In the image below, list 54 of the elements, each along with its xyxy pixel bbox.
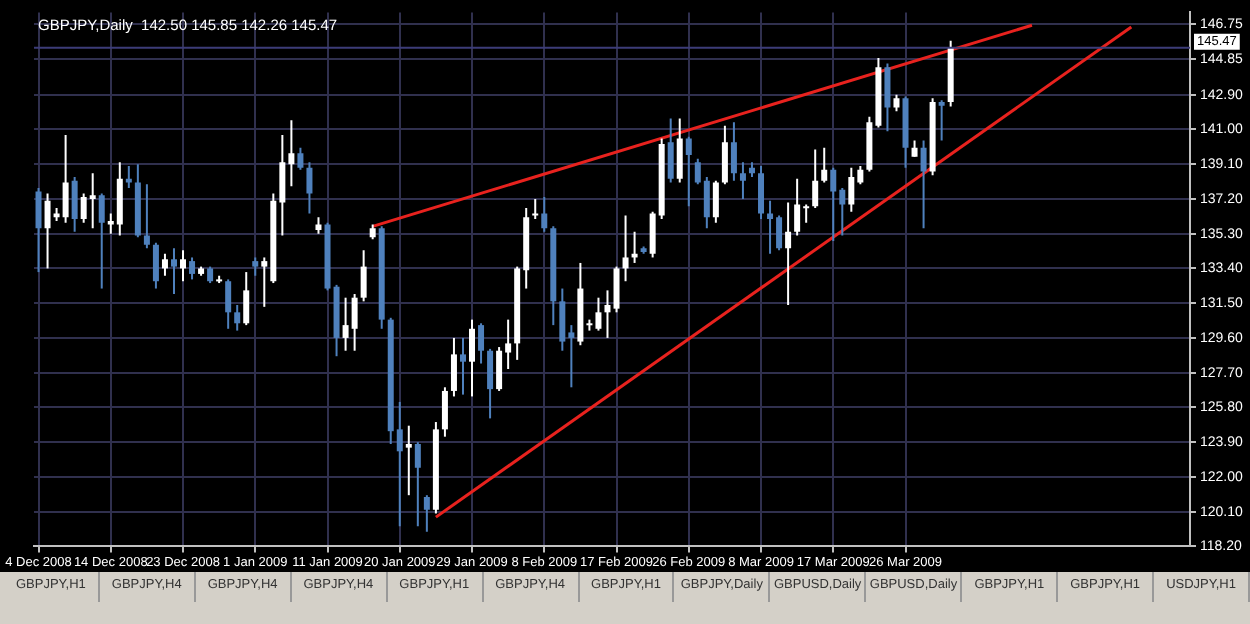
candlestick: [478, 322, 485, 365]
candlestick: [938, 99, 945, 142]
candlestick: [730, 121, 737, 182]
candlestick: [884, 62, 891, 133]
candlestick: [758, 165, 765, 221]
candlestick: [405, 424, 412, 497]
candlestick: [785, 201, 792, 306]
candlestick: [243, 271, 250, 327]
candlestick: [622, 214, 629, 283]
candlestick: [180, 249, 187, 283]
candlestick: [848, 166, 855, 213]
candlestick: [812, 148, 819, 210]
candlestick: [306, 161, 313, 215]
candlestick: [712, 179, 719, 224]
candlestick: [414, 441, 421, 528]
candlestick: [225, 278, 232, 330]
candlestick: [496, 346, 503, 392]
candlestick: [360, 249, 367, 303]
candlestick: [469, 318, 476, 398]
candlestick: [541, 196, 548, 233]
candlestick: [676, 117, 683, 184]
candlestick: [739, 161, 746, 200]
candlestick: [423, 494, 430, 533]
candlestick: [559, 287, 566, 352]
candlestick: [450, 336, 457, 398]
candlestick: [487, 347, 494, 420]
candlestick: [252, 256, 259, 277]
candlestick: [920, 139, 927, 230]
candlestick: [767, 199, 774, 255]
candlestick: [297, 146, 304, 171]
candlestick: [830, 166, 837, 242]
candlestick: [721, 124, 728, 186]
candlestick: [234, 304, 241, 332]
candlestick: [613, 265, 620, 314]
candlestick: [89, 172, 96, 230]
candlestick: [441, 386, 448, 438]
candlestick: [189, 256, 196, 281]
candlestick: [161, 252, 168, 277]
candlestick: [170, 247, 177, 296]
candlestick: [459, 336, 466, 396]
candlestick: [532, 197, 539, 221]
candlestick: [116, 161, 123, 237]
candlestick: [98, 192, 105, 290]
candlestick: [604, 289, 611, 339]
candlestick: [351, 293, 358, 352]
candlestick: [62, 133, 69, 224]
candlestick: [152, 241, 159, 290]
candlestick: [667, 117, 674, 184]
candlestick: [71, 175, 78, 233]
candlestick: [35, 186, 42, 274]
candlestick: [794, 177, 801, 237]
candlestick: [685, 135, 692, 208]
candlestick: [143, 183, 150, 250]
candlestick: [821, 146, 828, 184]
